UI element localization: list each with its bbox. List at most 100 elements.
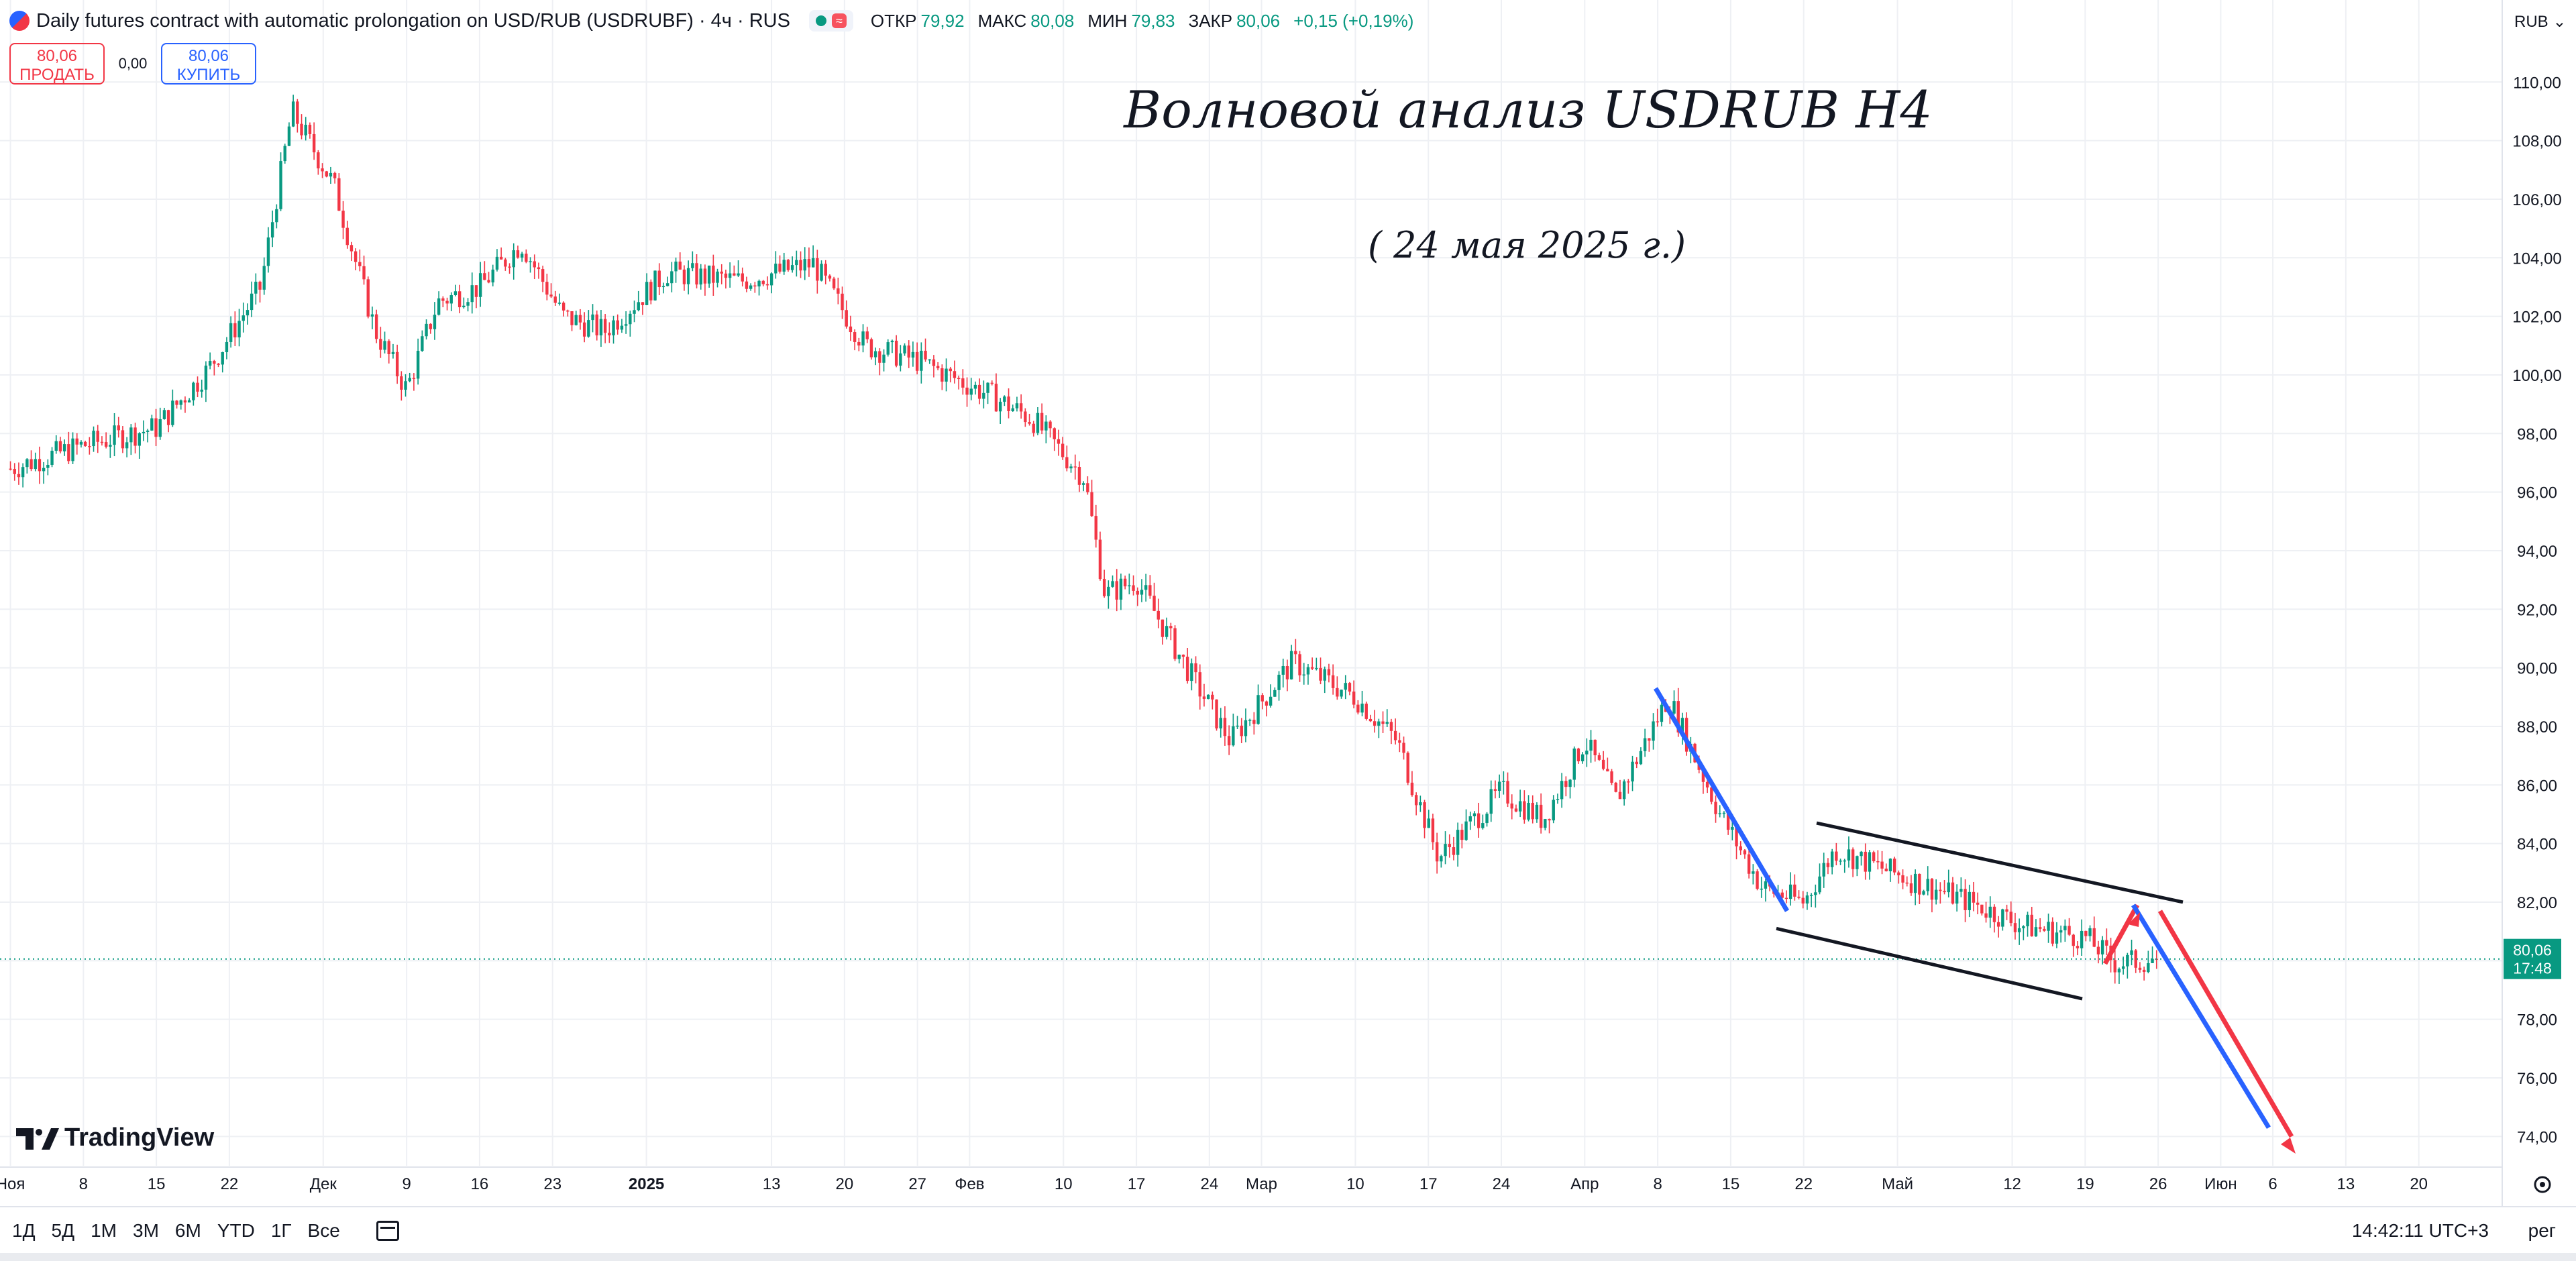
candle-body xyxy=(204,366,208,390)
settings-gear-icon xyxy=(2540,1182,2545,1187)
candle-body xyxy=(1934,889,1938,900)
candle-body xyxy=(553,296,557,303)
range-button[interactable]: 1Д xyxy=(12,1220,36,1241)
range-button[interactable]: Все xyxy=(307,1220,340,1241)
range-button[interactable]: 1Г xyxy=(270,1220,292,1241)
sell-button[interactable]: 80,06 ПРОДАТЬ xyxy=(9,43,105,85)
ohlc-value: 80,08 xyxy=(1030,10,1075,31)
candle-body xyxy=(1788,884,1792,899)
price-chart[interactable]: Волновой анализ USDRUB H4 ( 24 мая 2025 г… xyxy=(0,0,2576,1207)
candle-body xyxy=(899,353,902,366)
candle-body xyxy=(1073,466,1077,468)
candle-body xyxy=(1444,844,1447,857)
candle-body xyxy=(1760,888,1763,890)
candle-body xyxy=(986,382,989,393)
candle-body xyxy=(533,261,536,268)
candle-body xyxy=(1236,725,1239,727)
candle-body xyxy=(266,237,270,266)
candle-body xyxy=(2142,969,2146,973)
range-button[interactable]: 5Д xyxy=(51,1220,75,1241)
price-tick-label: 88,00 xyxy=(2517,718,2557,736)
candle-body xyxy=(262,266,266,290)
candle-body xyxy=(2138,967,2142,970)
candle-body xyxy=(1368,718,1373,722)
candle-body xyxy=(1340,690,1343,697)
candle-body xyxy=(878,351,881,363)
candle-body xyxy=(2088,928,2092,936)
candle-body xyxy=(720,271,723,274)
candle-body xyxy=(1839,861,1842,862)
candle-body xyxy=(2130,950,2133,955)
candle-body xyxy=(321,168,324,172)
candle-body xyxy=(574,315,578,325)
tradingview-logo-icon xyxy=(16,1128,34,1150)
candle-body xyxy=(83,441,87,447)
candle-body xyxy=(1876,861,1880,863)
candle-body xyxy=(774,264,777,274)
range-button[interactable]: 6М xyxy=(174,1220,201,1241)
candle-body xyxy=(325,171,328,177)
price-axis[interactable]: 74,0076,0078,0080,0082,0084,0086,0088,00… xyxy=(2502,0,2562,1207)
candle-body xyxy=(894,340,898,366)
candle-body xyxy=(1964,889,1967,910)
candle-body xyxy=(1086,483,1089,492)
candle-body xyxy=(1868,852,1872,872)
time-tick-label: 10 xyxy=(1055,1175,1073,1193)
range-button[interactable]: 3М xyxy=(133,1220,159,1241)
clock[interactable]: 14:42:11 UTC+3 xyxy=(2351,1220,2489,1241)
candle-body xyxy=(853,332,857,342)
candle-body xyxy=(994,384,998,412)
candle-body xyxy=(733,273,736,276)
candle-body xyxy=(907,345,910,358)
candle-body xyxy=(608,333,611,335)
candle-body xyxy=(2017,928,2021,932)
candle-body xyxy=(873,351,877,358)
wave-line-red-down xyxy=(2157,910,2294,1138)
candle-body xyxy=(1410,782,1414,796)
sell-label: ПРОДАТЬ xyxy=(19,66,95,84)
candle-body xyxy=(545,282,549,295)
candle-body xyxy=(1489,789,1493,814)
currency-selector[interactable]: RUB ⌄ xyxy=(2514,13,2567,31)
candle-body xyxy=(300,123,303,135)
candle-body xyxy=(2038,927,2042,929)
candle-body xyxy=(1627,781,1630,783)
candle-body xyxy=(374,314,378,339)
ohlc-key: МИН xyxy=(1087,10,1128,31)
candle-body xyxy=(1148,585,1152,596)
range-button[interactable]: YTD xyxy=(217,1220,255,1241)
candle-body xyxy=(1527,803,1530,820)
market-status[interactable]: ≈ xyxy=(808,10,853,32)
candle-body xyxy=(1273,690,1277,697)
candle-body xyxy=(832,278,836,288)
range-button[interactable]: 1М xyxy=(91,1220,117,1241)
candle-body xyxy=(17,474,21,478)
trade-panel: 80,06 ПРОДАТЬ 0,00 80,06 КУПИТЬ xyxy=(9,43,256,85)
candle-body xyxy=(1639,751,1643,765)
candle-body xyxy=(1648,738,1651,741)
time-tick-label: 26 xyxy=(2149,1175,2167,1193)
candle-body xyxy=(1090,492,1093,516)
calendar-icon[interactable] xyxy=(376,1221,399,1241)
candle-body xyxy=(920,350,923,371)
candle-body xyxy=(1331,675,1335,688)
candle-body xyxy=(1968,891,1971,910)
candle-body xyxy=(2126,954,2129,967)
candle-body xyxy=(1256,695,1260,724)
scale-mode[interactable]: рег xyxy=(2528,1220,2556,1241)
symbol-title[interactable]: Daily futures contract with automatic pr… xyxy=(36,9,790,32)
candle-body xyxy=(79,441,83,445)
price-tick-label: 108,00 xyxy=(2512,133,2561,151)
candle-body xyxy=(1107,586,1110,596)
candle-body xyxy=(745,281,749,289)
time-axis[interactable]: Ноя 8 15 22 Дек 9 16 23 2025 13 20 27 Фев 10 17 24 Мар 10… xyxy=(0,1166,2551,1193)
candles xyxy=(0,95,2502,984)
candle-body xyxy=(1319,667,1322,681)
candle-body xyxy=(928,359,931,361)
settings-gear-icon[interactable] xyxy=(2534,1176,2551,1193)
candle-body xyxy=(1198,672,1201,697)
buy-button[interactable]: 80,06 КУПИТЬ xyxy=(161,43,256,85)
candle-body xyxy=(1701,769,1705,782)
candle-body xyxy=(1219,718,1222,729)
candle-body xyxy=(179,400,182,405)
